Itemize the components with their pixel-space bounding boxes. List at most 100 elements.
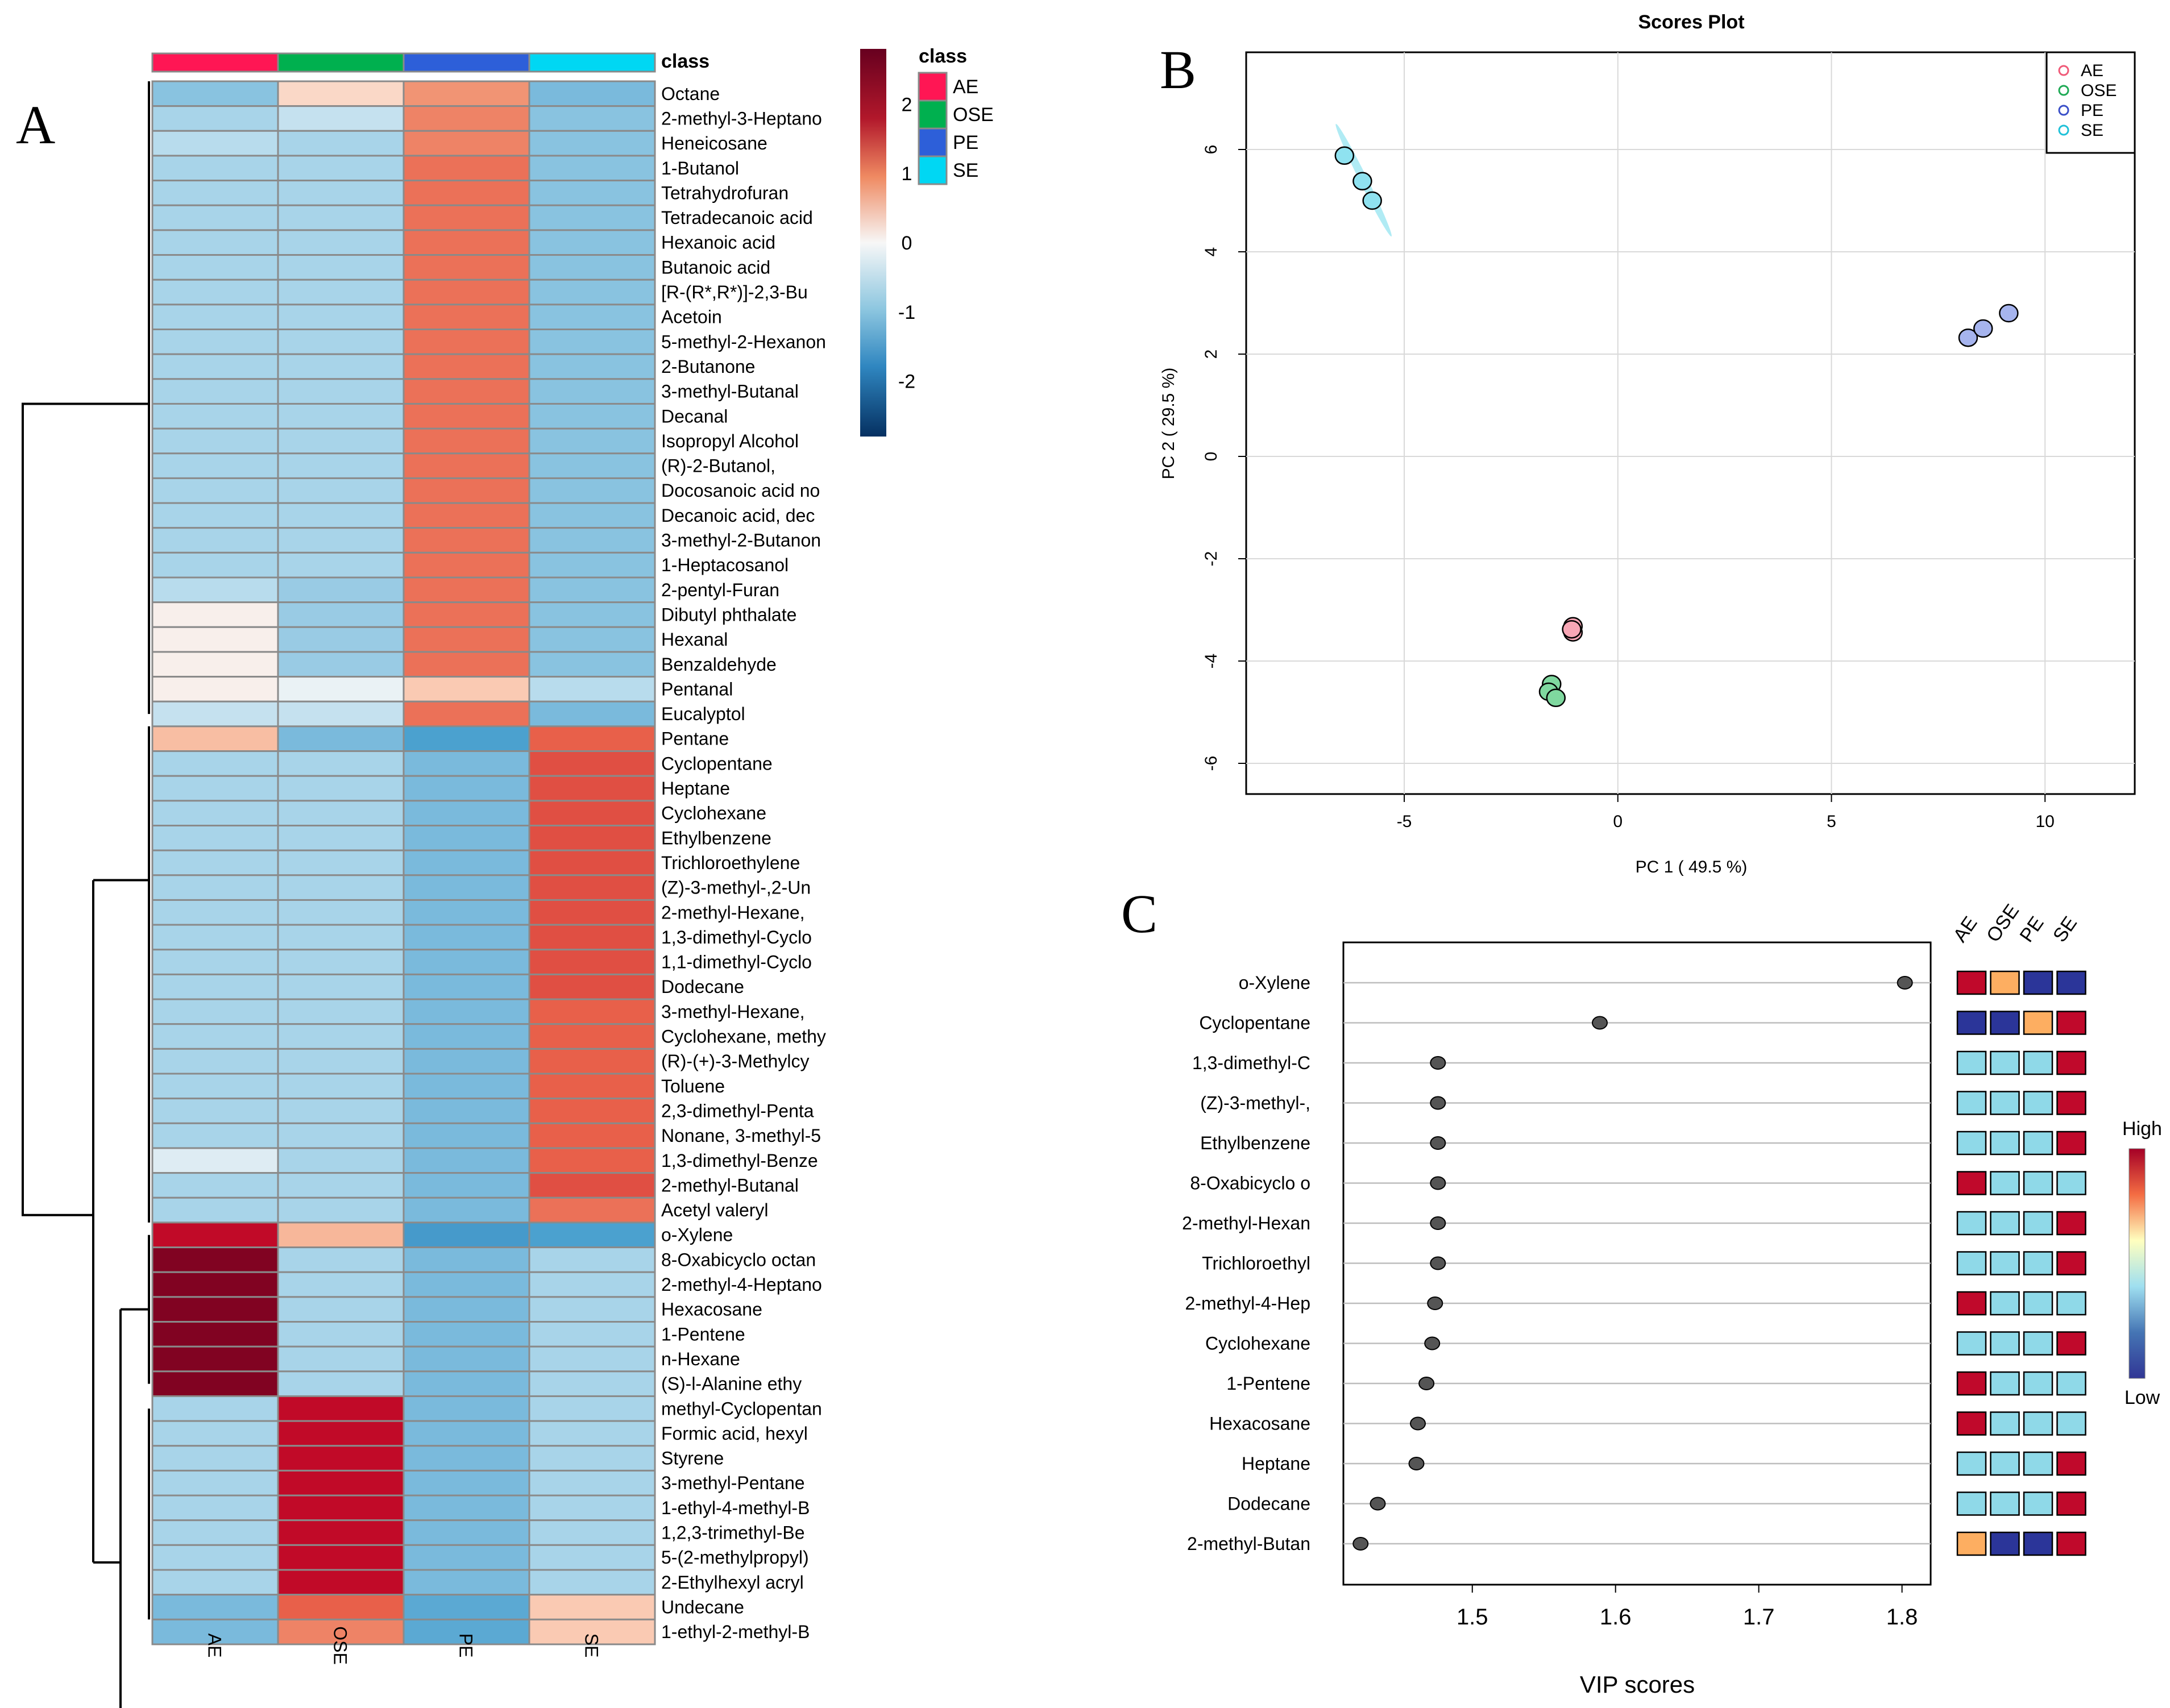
heatmap-cell: [277, 949, 405, 975]
heatmap-cell: [151, 1321, 279, 1348]
heatmap-row-label: 1,3-dimethyl-Cyclo: [661, 927, 812, 947]
vip-column-label: AE: [1949, 913, 1981, 946]
heatmap-cell: [277, 626, 405, 653]
vip-column-label: SE: [2049, 913, 2081, 946]
heatmap-row-label: Tetrahydrofuran: [661, 182, 789, 203]
heatmap-cell: [277, 1544, 405, 1571]
y-tick-label: -2: [1202, 551, 1221, 567]
heatmap-row-label: Hexanal: [661, 629, 728, 650]
heatmap-cell: [403, 725, 530, 753]
heatmap-column-labels: AE OSE PE SE: [205, 1626, 602, 1665]
vip-point: [1427, 1296, 1443, 1310]
vip-point: [1897, 976, 1913, 990]
vip-level-box: [1990, 1131, 2020, 1156]
heatmap-cell: [277, 353, 405, 380]
vip-level-box: [1956, 1291, 1987, 1316]
heatmap-cell: [277, 973, 405, 1000]
heatmap-cell: [528, 1321, 656, 1348]
vip-row-label: (Z)-3-methyl-,: [1200, 1093, 1310, 1113]
class-bar-ose: [277, 52, 405, 73]
heatmap-cell: [403, 1594, 530, 1620]
heatmap-cell: [403, 1048, 530, 1075]
heatmap-cell: [151, 378, 279, 405]
heatmap-cell: [151, 1221, 279, 1249]
heatmap-row-label: n-Hexane: [661, 1349, 740, 1369]
heatmap-cell: [403, 1073, 530, 1100]
class-legend-swatch-ae: [918, 72, 948, 102]
heatmap-cell: [151, 825, 279, 851]
heatmap-cell: [277, 80, 405, 107]
heatmap-cell: [277, 874, 405, 901]
heatmap-cell: [151, 849, 279, 876]
heatmap-cell: [403, 1321, 530, 1348]
heatmap-cell: [403, 874, 530, 901]
heatmap-row-label: 1-Pentene: [661, 1324, 745, 1344]
heatmap-cell: [151, 924, 279, 951]
heatmap-cell: [277, 1445, 405, 1472]
heatmap-cell: [403, 1544, 530, 1571]
heatmap-cell: [151, 130, 279, 157]
panel-label-c: C: [1121, 883, 1157, 944]
heatmap-cell: [403, 304, 530, 330]
heatmap-cell: [528, 1370, 656, 1397]
score-point-pe: [1973, 319, 1993, 338]
heatmap-cell: [403, 825, 530, 851]
heatmap-cell: [403, 279, 530, 306]
vip-level-box: [1956, 1171, 1987, 1195]
heatmap-cell: [528, 1098, 656, 1124]
vip-level-box: [2023, 1091, 2053, 1115]
heatmap-cell: [151, 1246, 279, 1273]
heatmap-cell: [403, 1296, 530, 1323]
heatmap-cell: [151, 1469, 279, 1497]
heatmap-cell: [151, 304, 279, 330]
heatmap-cell: [151, 402, 279, 430]
heatmap-row-label: 1,2,3-trimethyl-Be: [661, 1523, 805, 1543]
vip-point: [1430, 1056, 1446, 1070]
heatmap-row-label: 1-Heptacosanol: [661, 555, 789, 575]
class-legend-swatch-ose: [918, 99, 948, 130]
heatmap-cell: [403, 1395, 530, 1422]
score-point-se: [1334, 146, 1355, 165]
heatmap-cell: [151, 229, 279, 256]
heatmap-cell: [151, 700, 279, 728]
heatmap-cell: [403, 378, 530, 405]
heatmap-row-label: 2-Ethylhexyl acryl: [661, 1572, 804, 1593]
vip-point: [1424, 1336, 1441, 1350]
heatmap-cell: [528, 254, 656, 281]
heatmap-cell: [403, 1147, 530, 1174]
scores-plot-ylabel: PC 2 ( 29.5 %): [1159, 368, 1178, 480]
heatmap-cell: [277, 1345, 405, 1373]
heatmap-cell: [277, 1196, 405, 1224]
class-legend: AE OSE PE SE: [918, 72, 994, 185]
heatmap-row-label: Heptane: [661, 778, 730, 799]
heatmap-cell: [403, 576, 530, 604]
class-legend-label: SE: [953, 160, 978, 181]
heatmap-cell: [277, 527, 405, 554]
heatmap-cell: [151, 155, 279, 182]
vip-level-box: [2023, 1131, 2053, 1156]
class-legend-label: OSE: [953, 104, 994, 126]
heatmap-cell: [403, 353, 530, 380]
heatmap-cell: [528, 1023, 656, 1050]
vip-level-box: [2023, 1251, 2053, 1275]
y-tick-label: 4: [1202, 247, 1221, 257]
heatmap-cell: [151, 1196, 279, 1224]
heatmap-cell: [151, 1048, 279, 1075]
heatmap-cell: [528, 1048, 656, 1075]
vip-point: [1352, 1537, 1369, 1551]
legend-marker-ae: [2058, 65, 2069, 76]
heatmap-cell: [151, 626, 279, 653]
vip-point: [1408, 1457, 1425, 1470]
vip-level-box: [2056, 1251, 2086, 1275]
heatmap-cell: [151, 1122, 279, 1149]
heatmap-cell: [403, 750, 530, 777]
heatmap-row-label: 5-methyl-2-Hexanon: [661, 331, 826, 352]
legend-marker-pe: [2058, 105, 2069, 116]
heatmap-cell: [277, 1569, 405, 1596]
heatmap-cell: [151, 1147, 279, 1174]
vip-level-box: [2056, 1011, 2086, 1035]
heatmap-cell: [403, 155, 530, 182]
heatmap-cell: [277, 998, 405, 1025]
heatmap-cell: [528, 502, 656, 529]
